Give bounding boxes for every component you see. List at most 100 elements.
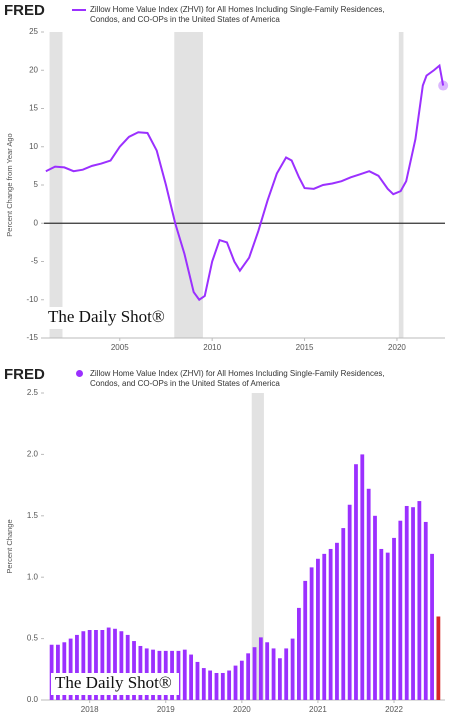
- bar: [366, 488, 371, 700]
- bar: [277, 658, 282, 700]
- y-axis-label: Percent Change from Year Ago: [5, 133, 14, 236]
- bar: [195, 661, 200, 700]
- bar: [430, 553, 434, 700]
- bar: [119, 631, 124, 700]
- bar: [417, 501, 422, 700]
- y-tick-label: 10: [29, 142, 38, 151]
- bar: [404, 505, 409, 700]
- bar: [360, 454, 365, 700]
- bar: [423, 521, 428, 700]
- bar: [290, 638, 295, 700]
- y-tick-label: 25: [29, 27, 38, 36]
- y-tick-label: 15: [29, 104, 38, 113]
- bar: [138, 645, 143, 700]
- bar: [201, 668, 206, 700]
- bar: [322, 553, 327, 700]
- bar: [94, 630, 98, 700]
- bar: [303, 580, 308, 700]
- x-tick-label: 2021: [309, 705, 327, 714]
- bar: [189, 654, 193, 700]
- y-tick-label: -15: [26, 333, 38, 342]
- recession-band: [174, 32, 203, 338]
- bar: [113, 628, 117, 700]
- bar: [347, 504, 352, 700]
- y-tick-label: 5: [34, 180, 39, 189]
- bar: [132, 641, 136, 700]
- line: [45, 63, 445, 302]
- watermark-bg: [51, 673, 179, 695]
- bar: [309, 567, 314, 700]
- bar: [265, 642, 270, 700]
- recession-band: [251, 393, 264, 700]
- bar: [297, 607, 301, 700]
- x-tick-label: 2022: [385, 705, 403, 714]
- recession-band: [49, 32, 63, 338]
- legend-text: Zillow Home Value Index (ZHVI) for All H…: [90, 5, 385, 24]
- bar: [328, 548, 333, 700]
- x-tick-label: 2020: [233, 705, 251, 714]
- bar: [392, 537, 396, 700]
- bar: [436, 616, 441, 700]
- bar: [385, 552, 390, 700]
- recession-band: [398, 32, 404, 338]
- bar: [220, 672, 225, 700]
- bar: [316, 558, 320, 700]
- bar: [56, 644, 60, 700]
- y-tick-label: 20: [29, 65, 38, 74]
- x-tick-label: 2020: [388, 343, 406, 352]
- y-tick-label: 1.0: [27, 572, 39, 581]
- legend-icon: [76, 370, 83, 377]
- y-tick-label: 2.5: [27, 388, 39, 397]
- bar: [75, 634, 79, 700]
- bar: [398, 520, 403, 700]
- bar: [335, 542, 339, 700]
- bar: [227, 670, 232, 700]
- x-tick-label: 2018: [81, 705, 99, 714]
- x-tick-label: 2019: [157, 705, 175, 714]
- x-tick-label: 2005: [111, 343, 129, 352]
- bar: [411, 507, 415, 700]
- bar: [214, 672, 219, 700]
- bar: [379, 548, 384, 700]
- logo: FRED: [4, 2, 45, 19]
- bar: [246, 653, 251, 700]
- legend: Zillow Home Value Index (ZHVI) for All H…: [72, 369, 390, 389]
- y-tick-label: 0.5: [27, 634, 39, 643]
- bar: [233, 665, 238, 700]
- legend-icon: [72, 9, 86, 11]
- x-tick-label: 2015: [296, 343, 314, 352]
- plot-area: [44, 393, 445, 700]
- bar: [87, 630, 92, 700]
- legend: Zillow Home Value Index (ZHVI) for All H…: [72, 5, 390, 25]
- bar: [208, 670, 213, 700]
- x-tick-label: 2010: [203, 343, 221, 352]
- last-point: [438, 80, 449, 91]
- bar: [49, 644, 54, 700]
- bar: [68, 638, 73, 700]
- bar: [106, 627, 111, 700]
- watermark: The Daily Shot®: [48, 307, 165, 326]
- legend-text: Zillow Home Value Index (ZHVI) for All H…: [90, 369, 385, 388]
- bar: [100, 630, 105, 700]
- watermark-bg: [44, 307, 172, 329]
- bar: [373, 515, 377, 700]
- y-tick-label: 2.0: [27, 450, 39, 459]
- logo: FRED: [4, 366, 45, 383]
- bar: [62, 642, 67, 700]
- bar: [239, 660, 244, 700]
- bar: [258, 637, 263, 700]
- bar: [125, 634, 130, 700]
- bar: [182, 649, 187, 700]
- y-axis-label: Percent Change: [5, 519, 14, 573]
- y-tick-label: -10: [26, 295, 38, 304]
- bar: [81, 631, 86, 700]
- bar: [284, 648, 289, 700]
- plot-area: [44, 32, 445, 338]
- watermark: The Daily Shot®: [55, 673, 172, 692]
- bar: [252, 647, 257, 700]
- y-tick-label: 1.5: [27, 511, 39, 520]
- bar: [341, 528, 346, 700]
- bar: [271, 648, 276, 700]
